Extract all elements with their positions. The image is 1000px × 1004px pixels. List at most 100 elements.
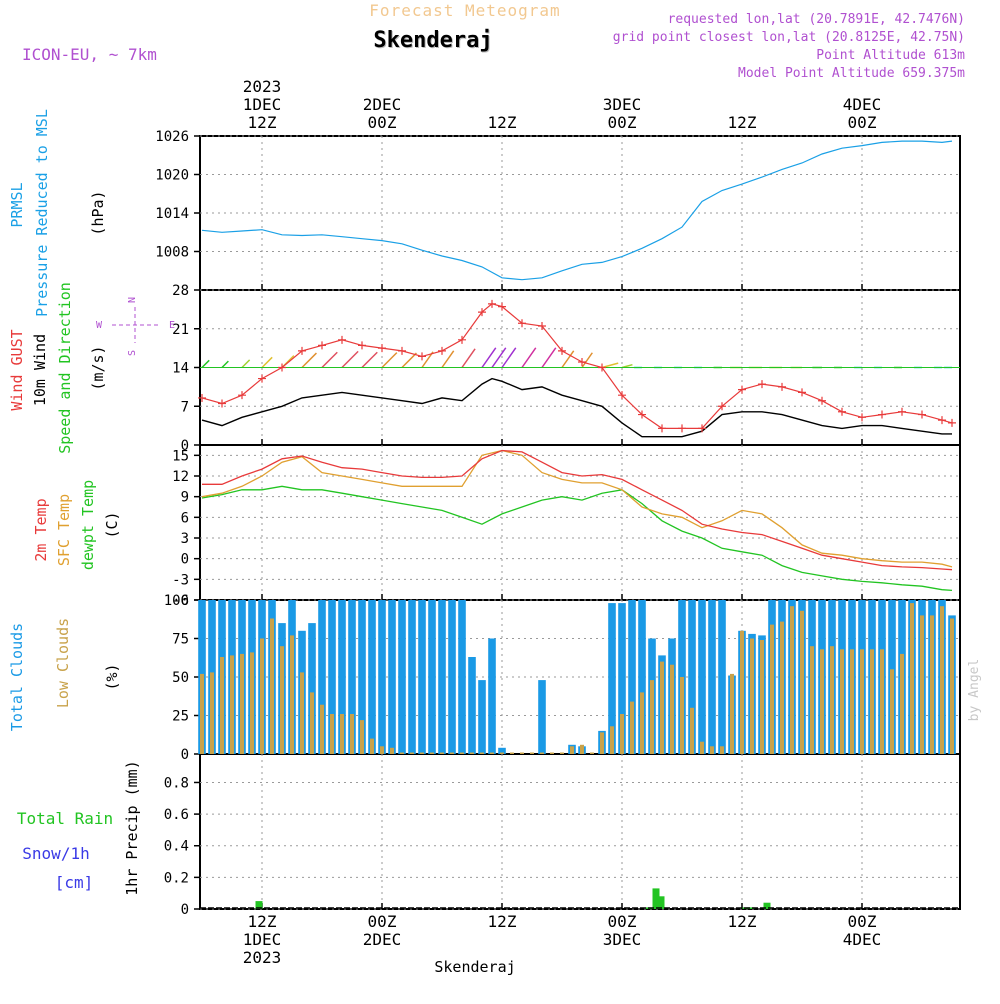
total-rain-label: Total Rain [17, 809, 113, 828]
footer-location: Skenderaj [434, 958, 515, 976]
total-cloud-bar [408, 600, 416, 754]
low-cloud-bar [330, 714, 334, 754]
total-cloud-bar [628, 600, 636, 754]
bottom-time-label: 00Z [368, 912, 397, 931]
bottom-time-label: 4DEC [843, 930, 882, 949]
low-cloud-bar [450, 752, 454, 754]
wind-label: 10m Wind [31, 334, 49, 406]
top-time-label: 00Z [608, 113, 637, 132]
gust-marker [738, 385, 746, 394]
total-cloud-bar [328, 600, 336, 754]
wind-direction-arrow [441, 350, 455, 368]
panel-frame-precip [199, 753, 961, 910]
gust-marker [478, 308, 486, 317]
gust-marker [938, 416, 946, 425]
bottom-time-label: 12Z [248, 912, 277, 931]
low-cloud-bar [790, 606, 794, 754]
low-cloud-bar [940, 606, 944, 754]
low-cloud-bar [520, 752, 524, 754]
total-cloud-bar [428, 600, 436, 754]
low-cloud-bar [750, 638, 754, 754]
gust-marker [878, 410, 886, 419]
wind-direction-arrow [321, 351, 338, 369]
low-cloud-bar [500, 752, 504, 754]
tick-label-wind: 14 [172, 361, 189, 377]
low-cloud-bar [930, 615, 934, 754]
total-cloud-bar [478, 680, 486, 754]
low-cloud-label: Low Clouds [54, 618, 72, 708]
low-cloud-bar [730, 673, 734, 754]
gust-marker [458, 335, 466, 344]
low-cloud-bar [720, 746, 724, 754]
watermark: by Angel [967, 659, 982, 722]
gust-marker [678, 424, 686, 433]
bottom-time-label: 12Z [488, 912, 517, 931]
low-cloud-bar [630, 701, 634, 754]
low-cloud-bar [250, 652, 254, 754]
tick-label-pressure: 1014 [155, 206, 189, 222]
gust-marker [858, 413, 866, 422]
low-cloud-bar [380, 746, 384, 754]
tick-label-temp: 0 [181, 552, 189, 568]
wind-direction-arrow [221, 360, 229, 369]
gust-marker [638, 410, 646, 419]
compass-n: N [127, 297, 138, 303]
low-cloud-bar [420, 752, 424, 754]
total-cloud-bar [368, 600, 376, 754]
low-cloud-bar [310, 692, 314, 754]
low-cloud-bar [340, 714, 344, 754]
low-cloud-bar [640, 692, 644, 754]
temp-label: 2m Temp [32, 498, 50, 561]
pressure-label: Pressure Reduced to MSL [33, 109, 51, 317]
sfc-temp-line [201, 449, 953, 568]
low-cloud-bar [690, 707, 694, 754]
top-time-label: 4DEC [843, 95, 882, 114]
gust-marker [778, 382, 786, 391]
low-cloud-bar [780, 621, 784, 754]
low-cloud-bar [370, 738, 374, 754]
total-cloud-bar [378, 600, 386, 754]
low-cloud-bar [390, 747, 394, 754]
tick-label-precip: 0 [181, 902, 189, 918]
rain-bar [255, 901, 263, 909]
low-cloud-bar [900, 653, 904, 754]
low-cloud-bar [200, 673, 204, 754]
tick-label-temp: 15 [172, 448, 189, 464]
wind-direction-arrow [561, 350, 575, 368]
top-time-label: 2023 [243, 77, 282, 96]
low-cloud-bar [820, 649, 824, 754]
compass-s: S [127, 350, 138, 356]
tick-label-wind: 21 [172, 322, 189, 338]
bottom-time-label: 2023 [243, 948, 282, 967]
point-altitude: Point Altitude 613m [816, 48, 965, 63]
total-cloud-bar [358, 600, 366, 754]
tick-label-temp: 9 [181, 490, 189, 506]
low-cloud-bar [530, 752, 534, 754]
top-time-label: 2DEC [363, 95, 402, 114]
low-cloud-bar [560, 752, 564, 754]
requested-coords: requested lon,lat (20.7891E, 42.7476N) [668, 12, 965, 27]
wind-direction-arrow [341, 350, 359, 369]
total-cloud-bar [458, 600, 466, 754]
tick-label-pressure: 1020 [155, 168, 189, 184]
tick-label-wind: 28 [172, 283, 189, 299]
low-cloud-bar [580, 744, 584, 754]
total-cloud-bar [318, 600, 326, 754]
bottom-time-label: 12Z [728, 912, 757, 931]
dew-label: dewpt Temp [79, 480, 97, 570]
gust-marker [238, 391, 246, 400]
total-cloud-bar [488, 638, 496, 754]
total-cloud-bar [448, 600, 456, 754]
gust-marker [338, 335, 346, 344]
low-cloud-bar [770, 624, 774, 754]
sfc-label: SFC Temp [55, 494, 73, 566]
low-cloud-bar [350, 714, 354, 754]
rain-bar [747, 907, 755, 909]
low-cloud-bar [700, 741, 704, 754]
wind-direction-arrow [201, 359, 210, 369]
tick-label-pressure: 1008 [155, 245, 189, 261]
wind-direction-arrow [601, 362, 619, 369]
low-cloud-bar [710, 746, 714, 754]
gust-marker [898, 407, 906, 416]
top-time-label: 00Z [848, 113, 877, 132]
